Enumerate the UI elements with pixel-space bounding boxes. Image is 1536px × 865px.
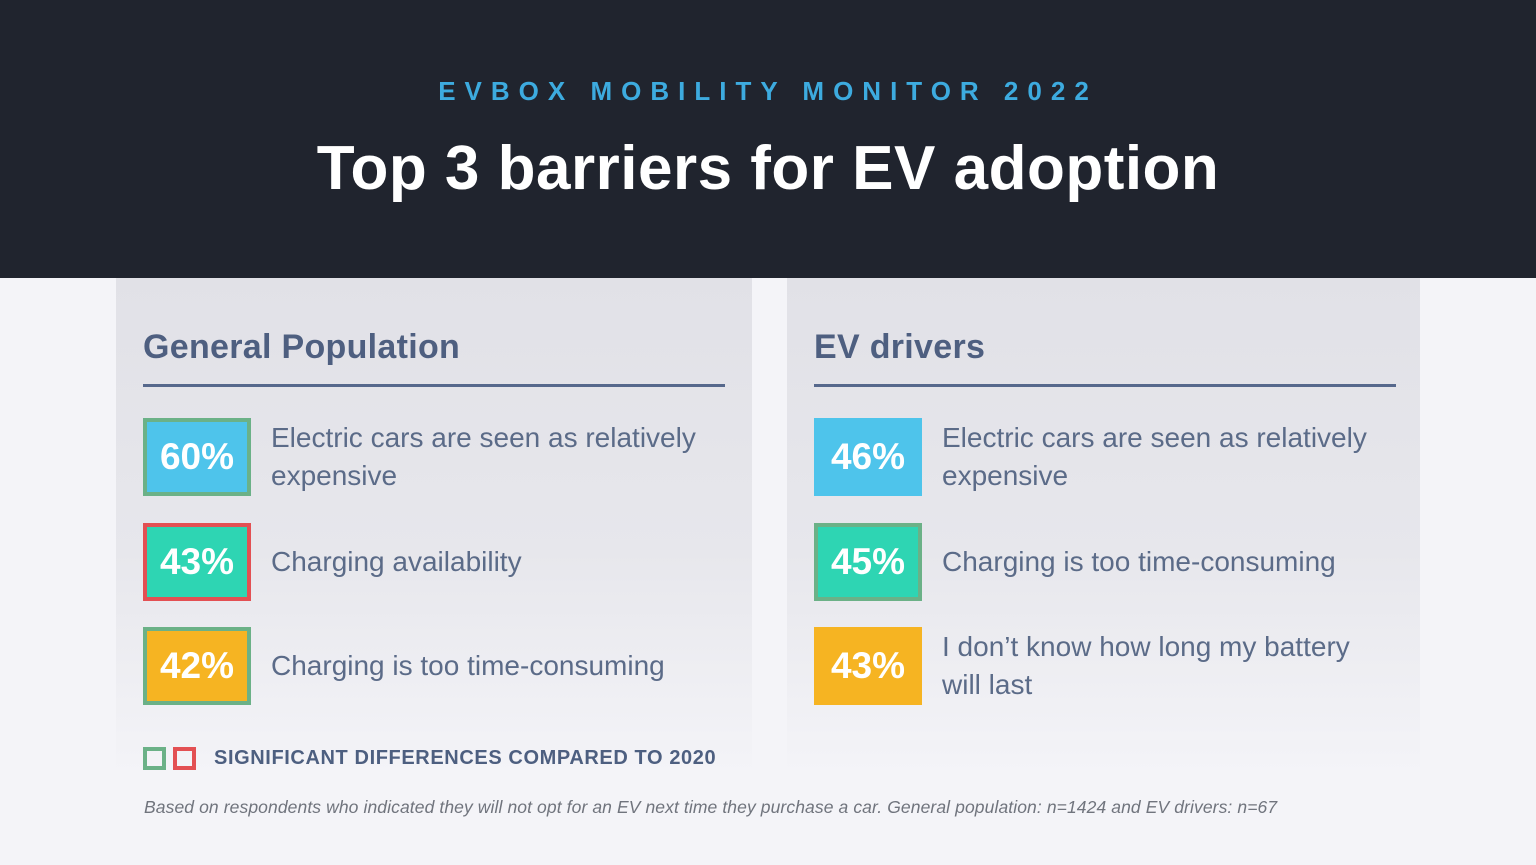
percent-box: 60% xyxy=(143,418,251,496)
barrier-label: I don’t know how long my battery will la… xyxy=(942,631,1350,700)
barrier-row: 42% Charging is too time-consuming xyxy=(143,627,726,705)
header-band: EVBOX MOBILITY MONITOR 2022 Top 3 barrie… xyxy=(0,0,1536,278)
barrier-label: Charging is too time-consuming xyxy=(942,546,1336,577)
green-square-icon xyxy=(143,747,166,770)
barrier-label: Charging availability xyxy=(271,546,522,577)
footnote: Based on respondents who indicated they … xyxy=(144,797,1278,817)
barrier-row: 46% Electric cars are seen as relatively… xyxy=(814,418,1394,496)
percent-box: 46% xyxy=(814,418,922,496)
panel-title-general-population: General Population xyxy=(143,328,461,366)
panel-general-population: General Population 60% Electric cars are… xyxy=(116,278,752,777)
panel-ev-drivers: EV drivers 46% Electric cars are seen as… xyxy=(787,278,1420,777)
barrier-row: 43% Charging availability xyxy=(143,523,726,601)
barrier-label: Electric cars are seen as relatively exp… xyxy=(271,422,696,491)
legend: SIGNIFICANT DIFFERENCES COMPARED TO 2020 xyxy=(143,747,716,770)
percent-box: 42% xyxy=(143,627,251,705)
barrier-label: Charging is too time-consuming xyxy=(271,650,665,681)
percent-box: 43% xyxy=(814,627,922,705)
panel-title-ev-drivers: EV drivers xyxy=(814,328,986,366)
report-eyebrow: EVBOX MOBILITY MONITOR 2022 xyxy=(438,76,1098,106)
red-square-icon xyxy=(173,747,196,770)
barrier-label: Electric cars are seen as relatively exp… xyxy=(942,422,1367,491)
barrier-row: 45% Charging is too time-consuming xyxy=(814,523,1394,601)
percent-box: 45% xyxy=(814,523,922,601)
page-title: Top 3 barriers for EV adoption xyxy=(316,134,1220,203)
percent-box: 43% xyxy=(143,523,251,601)
barrier-row: 43% I don’t know how long my battery wil… xyxy=(814,627,1394,705)
panel-divider xyxy=(143,384,725,387)
barrier-row: 60% Electric cars are seen as relatively… xyxy=(143,418,726,496)
panel-divider xyxy=(814,384,1396,387)
legend-label: SIGNIFICANT DIFFERENCES COMPARED TO 2020 xyxy=(214,747,717,769)
